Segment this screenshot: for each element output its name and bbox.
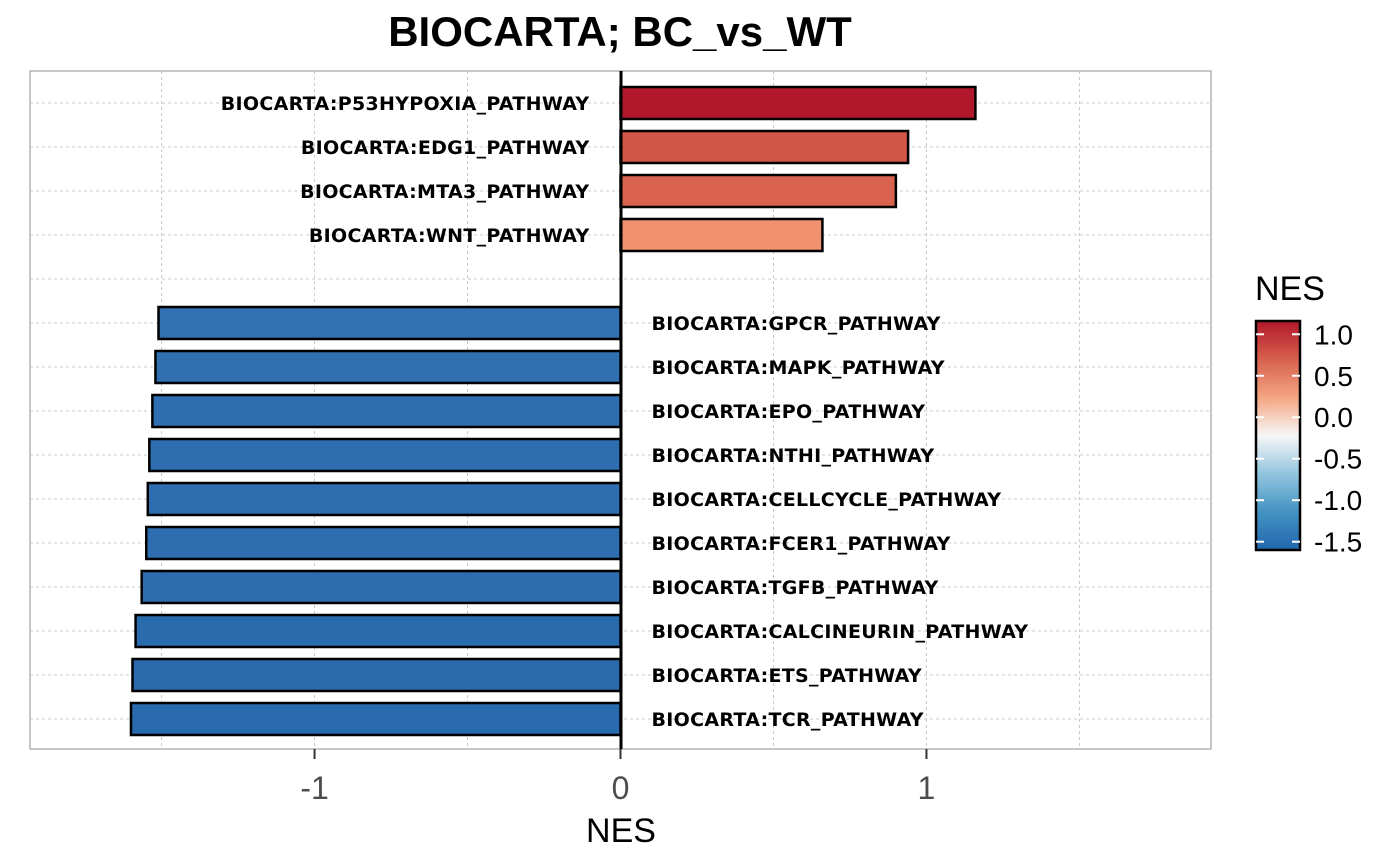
bar-label: BIOCARTA:MTA3_PATHWAY [300,181,589,203]
bars: BIOCARTA:P53HYPOXIA_PATHWAY BIOCARTA:EDG1… [129,85,1029,737]
bar-label: BIOCARTA:ETS_PATHWAY [652,665,922,687]
bar [148,437,622,473]
bar-label: BIOCARTA:EDG1_PATHWAY [301,137,590,159]
x-axis-title: NES [586,812,656,850]
bar [619,85,977,121]
bar-label: BIOCARTA:GPCR_PATHWAY [652,313,941,335]
x-tick-label: -1 [300,770,328,806]
legend-label: 0.5 [1314,361,1353,392]
bar-label: BIOCARTA:FCER1_PATHWAY [652,533,951,555]
bar [157,305,622,341]
bar [619,173,898,209]
bar-label: BIOCARTA:EPO_PATHWAY [652,401,926,423]
bar [151,393,622,429]
bar [129,701,622,737]
legend-title: NES [1255,270,1325,308]
bar-label: BIOCARTA:NTHI_PATHWAY [652,445,935,467]
legend-label: -1.0 [1314,485,1362,516]
legend-label: 1.0 [1314,319,1353,350]
bar-label: BIOCARTA:TGFB_PATHWAY [652,577,939,599]
bar-label: BIOCARTA:CELLCYCLE_PATHWAY [652,489,1002,511]
legend-ticks: 1.0 0.5 0.0 -0.5 -1.0 -1.5 [1256,319,1362,558]
color-legend: NES 1.0 0.5 0.0 -0.5 -1.0 -1.5 [1254,270,1362,558]
bar [619,217,824,253]
bar-label: BIOCARTA:P53HYPOXIA_PATHWAY [221,93,590,115]
chart-title: BIOCARTA; BC_vs_WT [388,8,852,55]
bar-label: BIOCARTA:TCR_PATHWAY [652,709,924,731]
bar-label: BIOCARTA:CALCINEURIN_PATHWAY [652,621,1029,643]
bar [131,657,622,693]
bar [154,349,622,385]
x-axis-ticks: -1 0 1 [300,749,935,806]
bar [619,129,910,165]
legend-colorbar [1254,319,1302,552]
x-tick-label: 1 [918,770,936,806]
bar [145,525,622,561]
x-tick-label: 0 [612,770,630,806]
bar [140,569,622,605]
legend-label: -0.5 [1314,444,1362,475]
bar-label: BIOCARTA:MAPK_PATHWAY [652,357,945,379]
bar-label: BIOCARTA:WNT_PATHWAY [309,225,590,247]
legend-label: 0.0 [1314,402,1353,433]
legend-label: -1.5 [1314,527,1362,558]
bar [146,481,622,517]
bar [134,613,622,649]
